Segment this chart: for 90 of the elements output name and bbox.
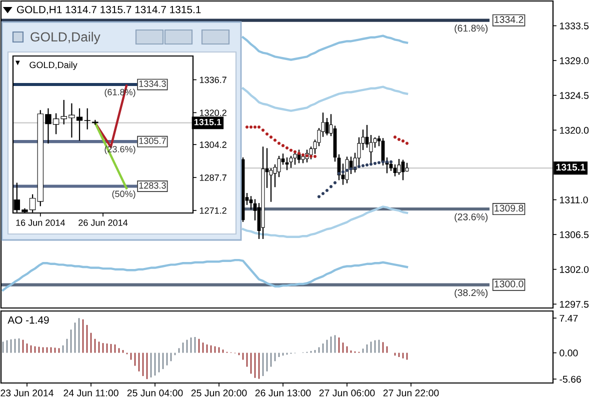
line-series: [242, 206, 408, 238]
ref-line-label: 1300.0: [494, 280, 524, 288]
chart-title: GOLD,Daily: [30, 32, 100, 44]
y-tick-label: 1324.5: [560, 92, 589, 99]
point: [333, 181, 337, 184]
text: GOLD,Daily: [30, 61, 78, 70]
y-tick-label: 1304.2: [200, 142, 226, 148]
annotation: (38.2%): [454, 288, 488, 298]
candlestick: [297, 150, 301, 164]
point: [285, 146, 289, 150]
x-tick-label: 23 Jun 2014: [0, 390, 54, 396]
line-series: [242, 86, 408, 112]
candlestick: [293, 152, 297, 165]
point: [357, 164, 361, 168]
chart-title: AO -1.49: [8, 316, 49, 324]
point: [317, 195, 321, 198]
point: [341, 170, 345, 174]
candlestick: [285, 157, 289, 170]
point: [321, 192, 325, 196]
point: [245, 125, 249, 129]
y-tick-label: 7.47: [560, 314, 578, 322]
ref-line-label: 1334.3: [139, 80, 166, 87]
point: [293, 150, 297, 154]
chart-title: GOLD,H1 1314.7 1315.7 1314.7 1315.1: [16, 6, 201, 14]
annotation: (23.6%): [454, 213, 488, 222]
point: [405, 142, 409, 145]
point: [393, 136, 397, 139]
point: [289, 148, 293, 152]
point: [373, 162, 377, 165]
point: [353, 166, 357, 170]
y-tick-label: 0.00: [560, 350, 578, 356]
y-tick-label: 1287.7: [200, 174, 226, 181]
point: [361, 164, 365, 168]
point: [345, 168, 349, 172]
y-tick-label: 1333.5: [560, 22, 589, 30]
y-tick-label: 1306.5: [560, 231, 589, 238]
point: [273, 138, 277, 142]
point: [269, 136, 273, 139]
point: [377, 161, 381, 164]
y-tick-label: 1320.0: [560, 126, 589, 134]
x-tick-label: 26 Jun 2014: [78, 219, 128, 226]
candlestick: [401, 160, 405, 180]
y-tick-label: 1311.0: [560, 196, 588, 204]
x-tick-label: 25 Jun 04:00: [127, 390, 183, 396]
point: [313, 154, 317, 158]
x-tick-label: 26 Jun 13:00: [255, 390, 311, 396]
candlestick: [393, 164, 397, 176]
point: [337, 172, 341, 175]
ref-line-label: 1309.8: [494, 204, 524, 212]
point: [401, 139, 405, 143]
point: [369, 162, 373, 166]
y-tick-label: 1271.2: [200, 207, 226, 214]
ref-line-label: 1283.3: [139, 182, 166, 189]
x-tick-label: 27 Jun 22:00: [383, 390, 439, 396]
line-series: [242, 34, 408, 61]
point: [349, 167, 353, 170]
x-tick-label: 16 Jun 2014: [16, 219, 65, 226]
candlestick: [289, 156, 293, 168]
annotation: (61.8%): [454, 24, 488, 34]
point: [249, 125, 253, 129]
y-tick-label: 1297.5: [560, 300, 589, 308]
point: [297, 152, 301, 155]
point: [281, 144, 285, 148]
point: [365, 163, 369, 166]
line-series: [2, 258, 408, 292]
y-tick-label: 1336.7: [200, 76, 226, 84]
point: [389, 160, 393, 164]
ref-line-label: 1315.1: [556, 164, 586, 171]
point: [309, 154, 313, 158]
x-tick-label: 27 Jun 06:00: [319, 390, 375, 396]
y-tick-label: -5.66: [560, 376, 581, 383]
point: [301, 153, 305, 156]
point: [397, 138, 401, 141]
ref-line-label: 1334.2: [494, 16, 524, 23]
point: [381, 160, 385, 164]
point: [261, 128, 265, 132]
x-tick-label: 25 Jun 20:00: [191, 390, 247, 396]
x-tick-label: 24 Jun 11:00: [64, 390, 118, 396]
point: [257, 125, 261, 129]
ref-line-label: 1315.1: [194, 118, 222, 126]
y-tick-label: 1302.0: [560, 266, 589, 273]
point: [277, 142, 281, 145]
point: [253, 125, 257, 129]
y-tick-label: 1320.2: [200, 110, 226, 116]
annotation: (50%): [112, 190, 136, 199]
point: [325, 188, 329, 192]
point: [265, 132, 269, 136]
ref-line-label: 1305.7: [139, 138, 166, 144]
point: [329, 185, 333, 188]
y-tick-label: 1329.0: [560, 57, 589, 64]
